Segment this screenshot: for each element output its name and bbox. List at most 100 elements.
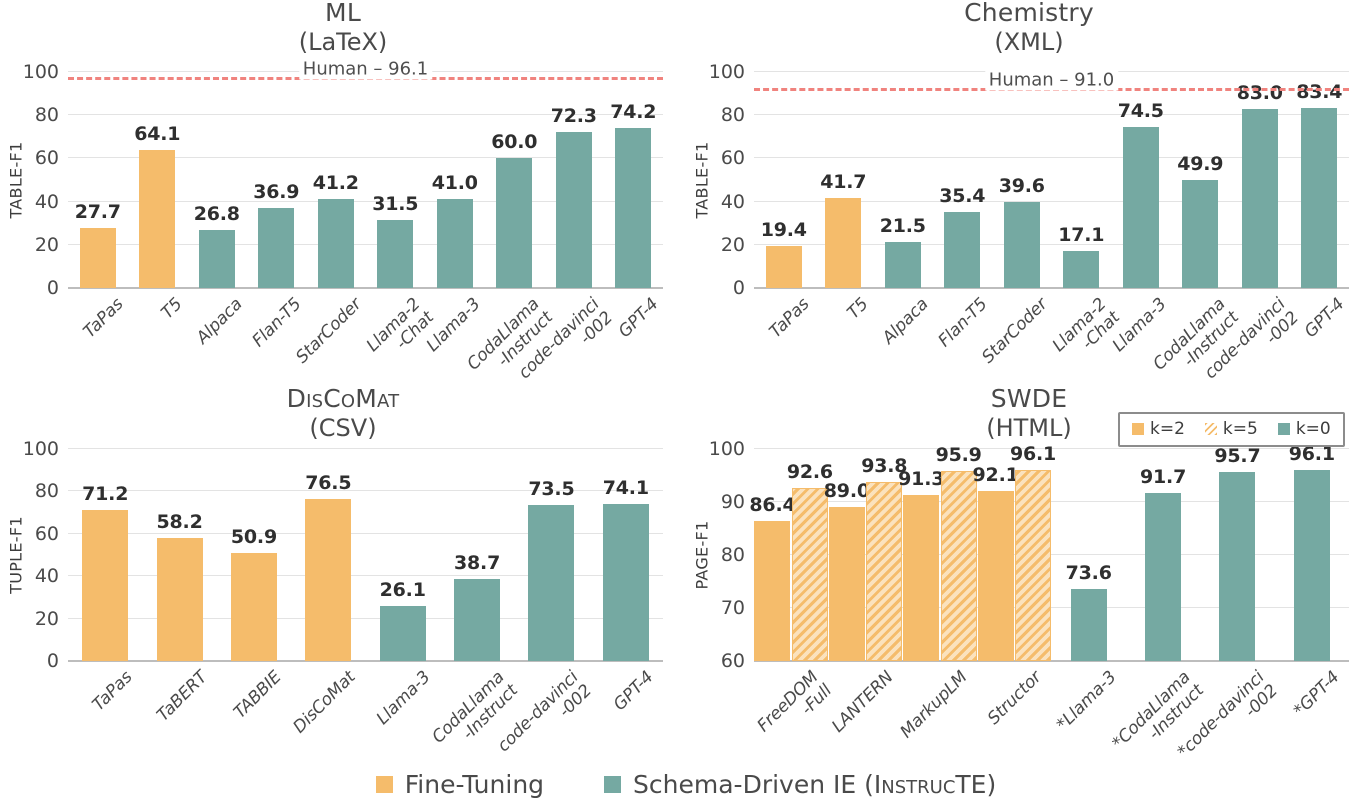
y-axis-tick-label: 60 bbox=[720, 650, 745, 672]
x-axis-line bbox=[68, 287, 663, 289]
bar bbox=[1293, 469, 1330, 661]
bar-value-label: 39.6 bbox=[998, 175, 1045, 198]
bar bbox=[79, 228, 116, 288]
panel-chemistry-subtitle: (XML) bbox=[994, 28, 1064, 56]
x-axis-tick-label: T5 bbox=[157, 294, 187, 324]
bar-value-label: 36.9 bbox=[253, 181, 300, 204]
bar bbox=[1145, 493, 1182, 661]
bar-value-label: 73.5 bbox=[528, 478, 575, 501]
gridline bbox=[68, 490, 663, 492]
x-axis-tick-label: Llama-2 -Chat bbox=[1049, 294, 1125, 356]
figure-legend: Fine-Tuning Schema-Driven IE (InstrucTE) bbox=[0, 770, 1372, 799]
bar-value-label: 49.9 bbox=[1177, 153, 1224, 176]
bar-value-label: 74.1 bbox=[602, 476, 649, 499]
bar bbox=[1063, 251, 1100, 288]
bar bbox=[377, 219, 414, 288]
bar bbox=[866, 481, 903, 661]
bar bbox=[602, 503, 649, 661]
legend-swatch-solid-teal bbox=[1277, 423, 1290, 435]
x-axis-tick-label: MarkupLM bbox=[896, 667, 972, 743]
x-axis-tick-label: GPT-4 bbox=[615, 294, 663, 342]
bar bbox=[944, 211, 981, 288]
bar-value-label: 76.5 bbox=[305, 471, 352, 494]
bar bbox=[977, 490, 1014, 661]
legend-label: k=5 bbox=[1222, 419, 1258, 439]
plot-area-swde: 60 70 80 90 100 PAGE-F1 86.4 92.6 89.0 93.8 91.3 95… bbox=[693, 438, 1349, 762]
bar bbox=[1070, 588, 1107, 661]
human-reference-label: Human – 96.1 bbox=[298, 58, 433, 80]
human-reference-label: Human – 91.0 bbox=[984, 69, 1119, 91]
panel-ml-title: ML bbox=[325, 0, 361, 27]
bar-value-label: 92.1 bbox=[972, 463, 1019, 486]
y-axis-label: PAGE-F1 bbox=[692, 520, 712, 590]
x-axis-tick-label: Llama-2 -Chat bbox=[363, 294, 439, 356]
panel-ml: ML (LaTeX) 0 20 40 60 80 100 TABLE-F1 27.7 64.1 2… bbox=[0, 0, 686, 383]
bar bbox=[791, 488, 828, 661]
bar bbox=[1003, 202, 1040, 288]
y-axis-label: TABLE-F1 bbox=[6, 141, 26, 219]
bar bbox=[828, 507, 865, 661]
bar-value-label: 41.0 bbox=[431, 172, 478, 195]
gridline bbox=[754, 448, 1349, 449]
y-axis-tick-label: 40 bbox=[720, 190, 745, 213]
x-axis-tick-label: LANTERN bbox=[827, 667, 897, 737]
figure-legend-item-1: Schema-Driven IE (InstrucTE) bbox=[604, 770, 996, 799]
gridline bbox=[68, 157, 663, 159]
bar bbox=[1182, 180, 1219, 288]
panel-discomat: DisCoMat (CSV) 0 20 40 60 80 100 TUPLE-F1 71.2 5… bbox=[0, 385, 686, 768]
bar-value-label: 89.0 bbox=[823, 480, 870, 503]
bar bbox=[1241, 108, 1278, 288]
bar-value-label: 38.7 bbox=[454, 551, 501, 574]
bar-value-label: 93.8 bbox=[861, 454, 908, 477]
bar bbox=[555, 131, 592, 288]
panel-chemistry: Chemistry (XML) 0 20 40 60 80 100 TABLE-F1 19.4… bbox=[686, 0, 1372, 383]
bar-value-label: 26.1 bbox=[379, 578, 426, 601]
bar bbox=[317, 199, 354, 288]
bar-value-label: 83.0 bbox=[1236, 81, 1283, 104]
bar bbox=[765, 246, 802, 288]
bar bbox=[940, 470, 977, 661]
bar-value-label: 64.1 bbox=[134, 122, 181, 145]
x-axis-tick-label: Structor bbox=[984, 667, 1046, 729]
bar-value-label: 86.4 bbox=[749, 494, 796, 517]
legend-swatch-solid-orange bbox=[1132, 423, 1144, 435]
y-axis-label: TUPLE-F1 bbox=[6, 516, 26, 594]
bar-value-label: 91.7 bbox=[1140, 466, 1187, 488]
swde-legend-item-k0: k=0 bbox=[1277, 419, 1331, 439]
bar-value-label: 74.5 bbox=[1117, 100, 1164, 123]
bar-value-label: 41.2 bbox=[312, 172, 359, 195]
figure-legend-label: Schema-Driven IE (InstrucTE) bbox=[633, 770, 997, 799]
y-axis-tick-label: 80 bbox=[720, 104, 745, 127]
swde-legend-item-k5: k=5 bbox=[1204, 419, 1258, 439]
x-axis-tick-label: TaPas bbox=[79, 294, 128, 343]
gridline bbox=[68, 243, 663, 245]
bar bbox=[436, 199, 473, 288]
bar bbox=[82, 510, 129, 661]
gridline bbox=[68, 617, 663, 619]
bar bbox=[496, 158, 533, 288]
x-axis-tick-label: Llama-3 bbox=[372, 667, 435, 729]
bar bbox=[305, 498, 352, 661]
figure-legend-label: Fine-Tuning bbox=[404, 770, 545, 799]
y-axis-tick-label: 20 bbox=[34, 233, 59, 256]
bar-value-label: 27.7 bbox=[74, 201, 121, 224]
y-axis-tick-label: 40 bbox=[34, 565, 59, 588]
bar bbox=[884, 241, 921, 288]
gridline bbox=[754, 501, 1349, 502]
y-axis-tick-label: 0 bbox=[732, 277, 745, 299]
bar-value-label: 96.1 bbox=[1288, 442, 1335, 465]
bar-value-label: 83.4 bbox=[1296, 80, 1343, 103]
y-axis-tick-label: 100 bbox=[708, 438, 745, 460]
legend-swatch-solid-teal bbox=[604, 776, 622, 793]
bar-value-label: 17.1 bbox=[1058, 224, 1105, 247]
bar bbox=[615, 127, 652, 288]
plot-area-chemistry: 0 20 40 60 80 100 TABLE-F1 19.4 41.7 21.5 35.4 39.6… bbox=[693, 61, 1349, 383]
y-axis-tick-label: 70 bbox=[720, 597, 745, 619]
bar-value-label: 26.8 bbox=[193, 203, 240, 226]
gridline bbox=[68, 532, 663, 534]
y-axis-tick-label: 80 bbox=[34, 104, 59, 127]
panel-swde-subtitle: (HTML) bbox=[986, 414, 1072, 442]
bar-value-label: 58.2 bbox=[156, 510, 203, 533]
panel-discomat-subtitle: (CSV) bbox=[309, 414, 377, 442]
